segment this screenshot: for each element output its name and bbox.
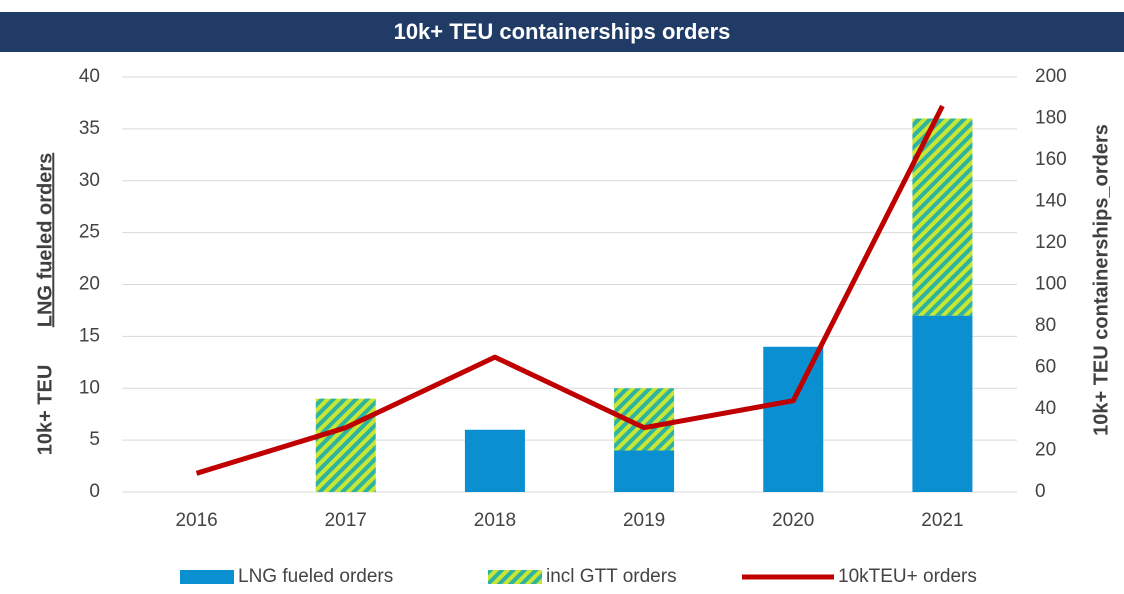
legend-label: incl GTT orders (546, 566, 677, 587)
chart-title: 10k+ TEU containerships orders (394, 19, 731, 44)
x-tick-label: 2021 (921, 510, 963, 531)
y2-axis-label: 10k+ TEU containerships_orders (1090, 124, 1112, 436)
bar (614, 450, 675, 492)
bar (912, 315, 973, 492)
y2-tick-label: 80 (1035, 315, 1056, 336)
y2-tick-label: 180 (1035, 108, 1067, 129)
x-tick-label: 2017 (325, 510, 367, 531)
bar (763, 346, 824, 492)
y-tick-label: 10 (79, 377, 100, 398)
y2-tick-label: 160 (1035, 149, 1067, 170)
bar (315, 398, 376, 492)
y-tick-label: 30 (79, 170, 100, 191)
y-axis-label: 10k+ TEU (34, 365, 56, 456)
y-tick-label: 20 (79, 274, 100, 295)
y2-tick-label: 40 (1035, 398, 1056, 419)
legend-swatch (488, 570, 542, 584)
y2-tick-label: 0 (1035, 481, 1046, 502)
legend-label: 10kTEU+ orders (838, 566, 977, 587)
y-tick-label: 40 (79, 66, 100, 87)
y-tick-label: 25 (79, 222, 100, 243)
y-axis-label: LNG fueled orders (34, 153, 56, 327)
legend-swatch (180, 570, 234, 584)
y2-tick-label: 60 (1035, 357, 1056, 378)
line (195, 104, 945, 476)
y-tick-label: 5 (89, 429, 100, 450)
bar (912, 118, 973, 316)
y2-tick-label: 20 (1035, 440, 1056, 461)
bar (464, 429, 525, 492)
x-tick-label: 2016 (175, 510, 217, 531)
y-tick-label: 35 (79, 118, 100, 139)
y-tick-label: 0 (89, 481, 100, 502)
legend-label: LNG fueled orders (238, 566, 393, 587)
y2-tick-label: 140 (1035, 191, 1067, 212)
x-tick-label: 2018 (474, 510, 516, 531)
y2-tick-label: 100 (1035, 274, 1067, 295)
x-tick-label: 2019 (623, 510, 665, 531)
y-tick-label: 15 (79, 325, 100, 346)
title-bar (0, 12, 1124, 52)
y2-tick-label: 200 (1035, 66, 1067, 87)
y2-tick-label: 120 (1035, 232, 1067, 253)
x-tick-label: 2020 (772, 510, 814, 531)
